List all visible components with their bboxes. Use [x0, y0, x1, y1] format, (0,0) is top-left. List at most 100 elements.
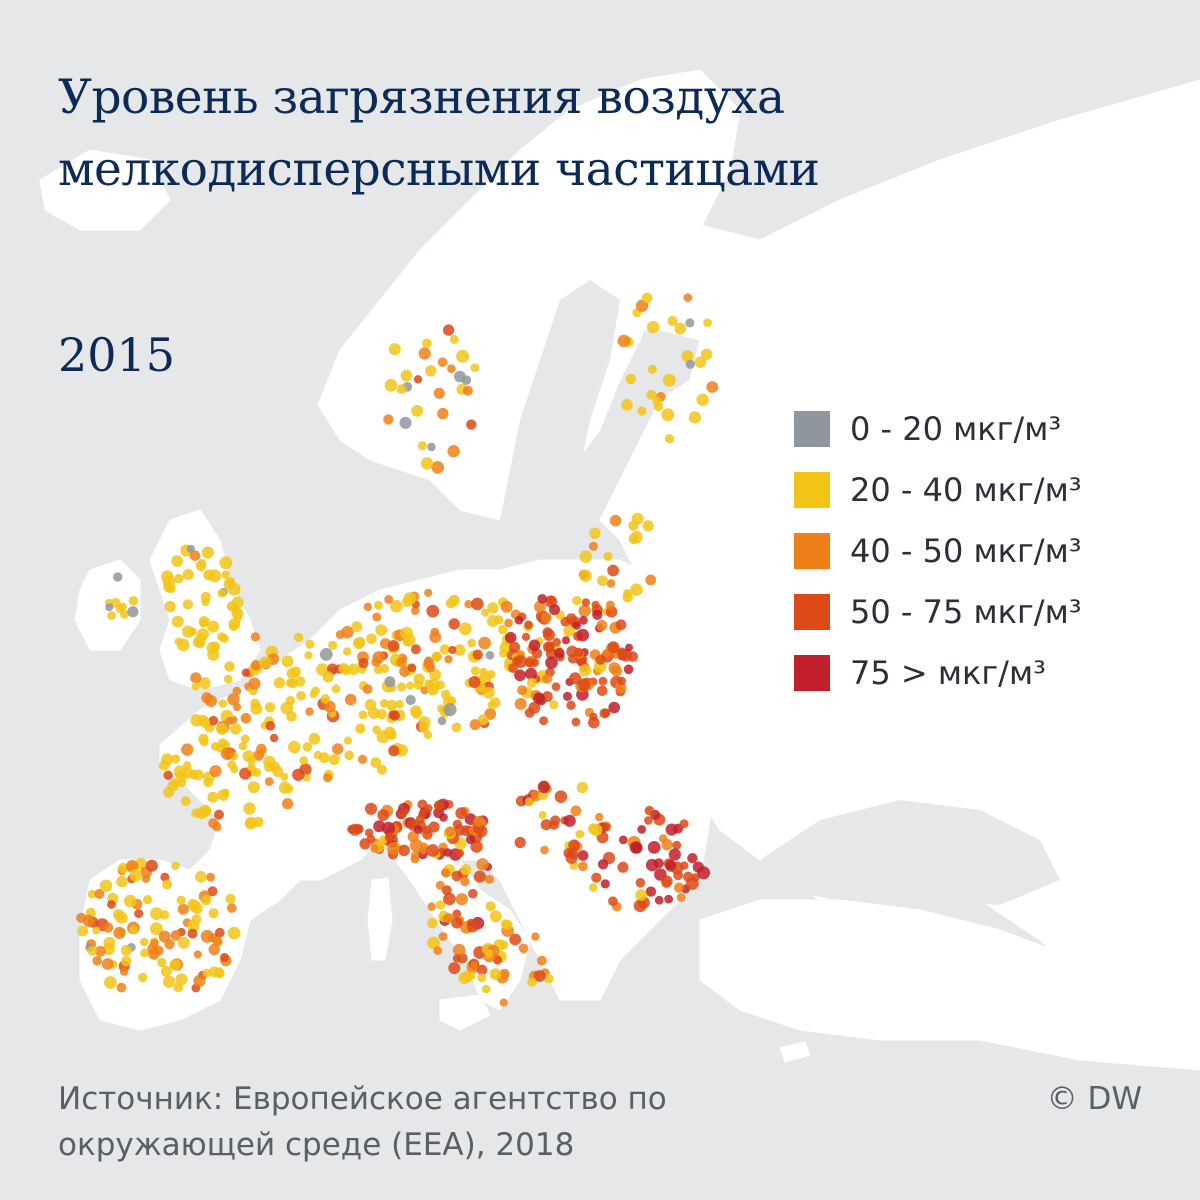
station-dot	[498, 624, 508, 635]
station-dot	[445, 598, 457, 609]
station-dot	[344, 693, 357, 706]
station-dot	[400, 369, 413, 382]
station-dot	[214, 927, 225, 938]
station-dot	[200, 738, 209, 747]
station-dot	[384, 676, 396, 688]
station-dot	[102, 922, 114, 933]
station-dot	[631, 842, 643, 854]
station-dot	[577, 850, 589, 861]
station-dot	[384, 595, 394, 604]
station-dot	[208, 908, 219, 919]
station-dot	[141, 874, 151, 883]
station-dot	[187, 928, 198, 939]
station-dot	[554, 790, 568, 803]
station-dot	[366, 834, 376, 844]
station-dot	[652, 396, 662, 406]
station-dot	[327, 663, 338, 675]
station-dot	[104, 976, 117, 989]
station-dot	[113, 926, 126, 940]
station-dot	[411, 405, 423, 417]
station-dot	[435, 900, 446, 910]
station-dot	[252, 767, 261, 777]
station-dot	[443, 703, 457, 717]
station-dot	[549, 700, 559, 710]
station-dot	[445, 826, 456, 837]
station-dot	[578, 604, 591, 617]
station-dot	[455, 849, 465, 858]
station-dot	[482, 686, 495, 699]
station-dot	[94, 888, 105, 899]
station-dot	[685, 359, 695, 369]
station-dot	[524, 797, 534, 807]
station-dot	[230, 765, 239, 774]
station-dot	[107, 611, 116, 621]
station-dot	[623, 589, 632, 598]
station-dot	[563, 814, 576, 827]
station-dot	[572, 596, 582, 606]
station-dot	[347, 663, 360, 675]
station-dot	[644, 805, 655, 816]
station-dot	[451, 870, 462, 882]
station-dot	[442, 324, 455, 336]
station-dot	[148, 948, 160, 960]
station-dot	[537, 780, 550, 794]
station-dot	[171, 615, 184, 628]
station-dot	[595, 654, 606, 665]
station-dot	[528, 639, 541, 652]
station-dot	[320, 694, 331, 704]
station-dot	[423, 730, 433, 740]
station-dot	[680, 861, 689, 870]
station-dot	[145, 859, 158, 872]
station-dot	[331, 684, 341, 694]
station-dot	[647, 364, 657, 374]
station-dot	[470, 666, 480, 676]
station-dot	[206, 641, 219, 655]
station-dot	[591, 872, 602, 883]
station-dot	[674, 322, 686, 335]
station-dot	[601, 822, 611, 832]
station-dot	[578, 861, 588, 872]
station-dot	[431, 461, 445, 474]
land-sardinia	[367, 877, 393, 961]
station-dot	[285, 678, 295, 687]
station-dot	[470, 363, 480, 372]
station-dot	[531, 932, 540, 941]
station-dot	[681, 350, 694, 363]
station-dot	[208, 943, 220, 956]
station-dot	[245, 816, 257, 829]
station-dot	[388, 343, 401, 356]
baltic-sea	[500, 280, 620, 540]
station-dot	[198, 677, 211, 690]
station-dot	[514, 836, 526, 849]
station-dot	[286, 667, 298, 680]
station-dot	[411, 708, 422, 719]
station-dot	[328, 640, 338, 650]
station-dot	[163, 770, 173, 780]
station-dot	[448, 962, 461, 975]
station-dot	[611, 665, 623, 677]
station-dot	[201, 597, 210, 607]
station-dot	[676, 892, 686, 902]
legend-item-20-40: 20 - 40 мкг/м³	[794, 459, 1174, 520]
station-dot	[589, 712, 598, 721]
station-dot	[223, 674, 233, 684]
station-dot	[227, 693, 240, 706]
station-dot	[603, 551, 613, 561]
station-dot	[375, 624, 388, 636]
station-dot	[406, 681, 415, 690]
station-dot	[454, 370, 466, 383]
station-dot	[542, 629, 555, 641]
station-dot	[199, 618, 209, 628]
station-dot	[351, 621, 363, 633]
station-dot	[615, 619, 627, 631]
station-dot	[158, 930, 171, 943]
station-dot	[637, 406, 647, 416]
measurement-stations	[76, 292, 719, 1007]
station-dot	[200, 895, 212, 906]
station-dot	[469, 719, 481, 731]
station-dot	[570, 805, 582, 817]
station-dot	[489, 968, 502, 980]
station-dot	[563, 625, 575, 637]
station-dot	[527, 977, 537, 987]
land-iceland	[39, 149, 171, 231]
